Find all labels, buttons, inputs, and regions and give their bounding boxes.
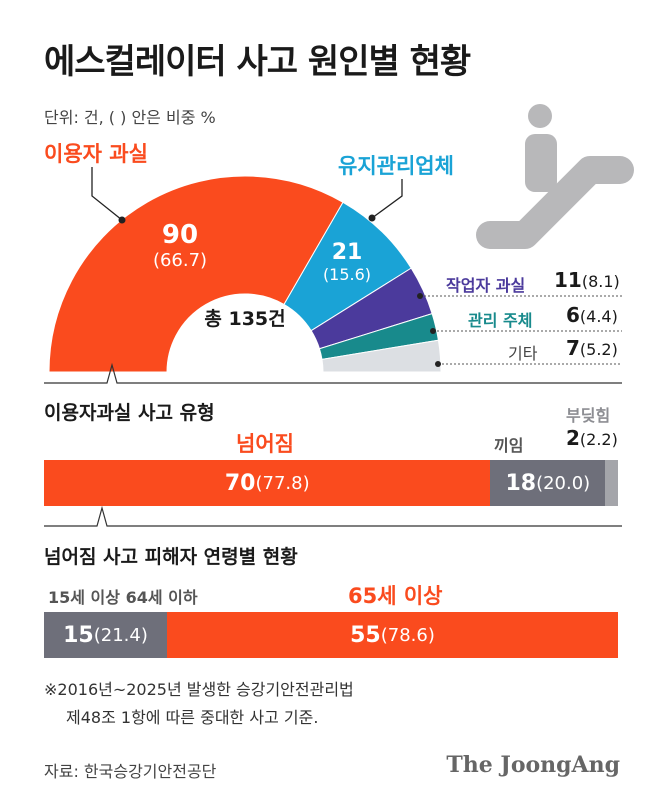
other-count: 7 <box>566 336 580 360</box>
worker-error-value: 11(8.1) <box>554 268 620 292</box>
fall-label: 넘어짐 <box>236 432 294 456</box>
bump-count: 2 <box>566 426 580 450</box>
unit-label: 단위: 건, ( ) 안은 비중 % <box>44 108 216 127</box>
maintenance-count: 21 <box>331 240 363 265</box>
source-label: 자료: 한국승강기안전공단 <box>44 762 217 781</box>
maintenance-pct: (15.6) <box>322 265 372 284</box>
total-label: 총 135건 <box>204 308 286 330</box>
worker-error-pct: (8.1) <box>581 272 620 291</box>
footnote-line2: 제48조 1항에 따른 중대한 사고 기준. <box>66 708 319 727</box>
footnote-line1: ※2016년~2025년 발생한 승강기안전관리법 <box>44 680 354 699</box>
bar-segment-value: 18 <box>505 470 537 496</box>
bar-segment-1: 55 (78.6) <box>167 612 618 658</box>
bar-segment-pct: (77.8) <box>255 472 310 494</box>
user-error-value: 90 (66.7) <box>140 220 220 271</box>
other-value: 7(5.2) <box>566 336 618 360</box>
management-count: 6 <box>566 303 580 327</box>
bump-label: 부딪힘 <box>566 406 611 425</box>
bar-segment-0: 15 (21.4) <box>44 612 167 658</box>
worker-error-count: 11 <box>554 268 582 292</box>
user-error-count: 90 <box>161 220 199 250</box>
caught-label: 끼임 <box>494 436 524 455</box>
other-label: 기타 <box>508 344 538 363</box>
accident-type-title: 이용자과실 사고 유형 <box>44 402 215 424</box>
donut-slice-4 <box>321 339 442 373</box>
bump-pct: (2.2) <box>579 430 618 449</box>
management-label: 관리 주체 <box>468 311 533 330</box>
escalator-icon <box>476 104 634 249</box>
management-pct: (4.4) <box>579 307 618 326</box>
bar-segment-pct: (20.0) <box>536 472 591 494</box>
maintenance-callout: 유지관리업체 <box>338 154 454 178</box>
bar-segment-pct: (78.6) <box>380 624 435 646</box>
bar-segment-1: 18 (20.0) <box>490 460 606 506</box>
management-value: 6(4.4) <box>566 303 618 327</box>
donut-chart <box>44 167 622 384</box>
other-pct: (5.2) <box>579 340 618 359</box>
age-15-64-label: 15세 이상 64세 이하 <box>48 588 198 607</box>
bar-segment-2 <box>605 460 618 506</box>
bar-segment-value: 70 <box>224 470 256 496</box>
bar-segment-value: 15 <box>63 622 94 648</box>
maintenance-value: 21 (15.6) <box>312 240 382 284</box>
bar-segment-0: 70 (77.8) <box>44 460 491 506</box>
publisher-logo: The JoongAng <box>446 752 620 778</box>
age-65-label: 65세 이상 <box>348 584 443 608</box>
bar-segment-value: 55 <box>350 622 381 648</box>
user-error-callout: 이용자 과실 <box>44 142 148 166</box>
chart-title: 에스컬레이터 사고 원인별 현황 <box>44 42 471 82</box>
user-error-pct: (66.7) <box>152 250 208 271</box>
bar-segment-pct: (21.4) <box>93 624 148 646</box>
worker-error-label: 작업자 과실 <box>446 276 526 295</box>
donut-slice-0 <box>48 175 344 373</box>
bar1-divider <box>44 505 622 527</box>
age-title: 넘어짐 사고 피해자 연령별 현황 <box>44 546 298 568</box>
bump-value: 2(2.2) <box>566 426 618 450</box>
